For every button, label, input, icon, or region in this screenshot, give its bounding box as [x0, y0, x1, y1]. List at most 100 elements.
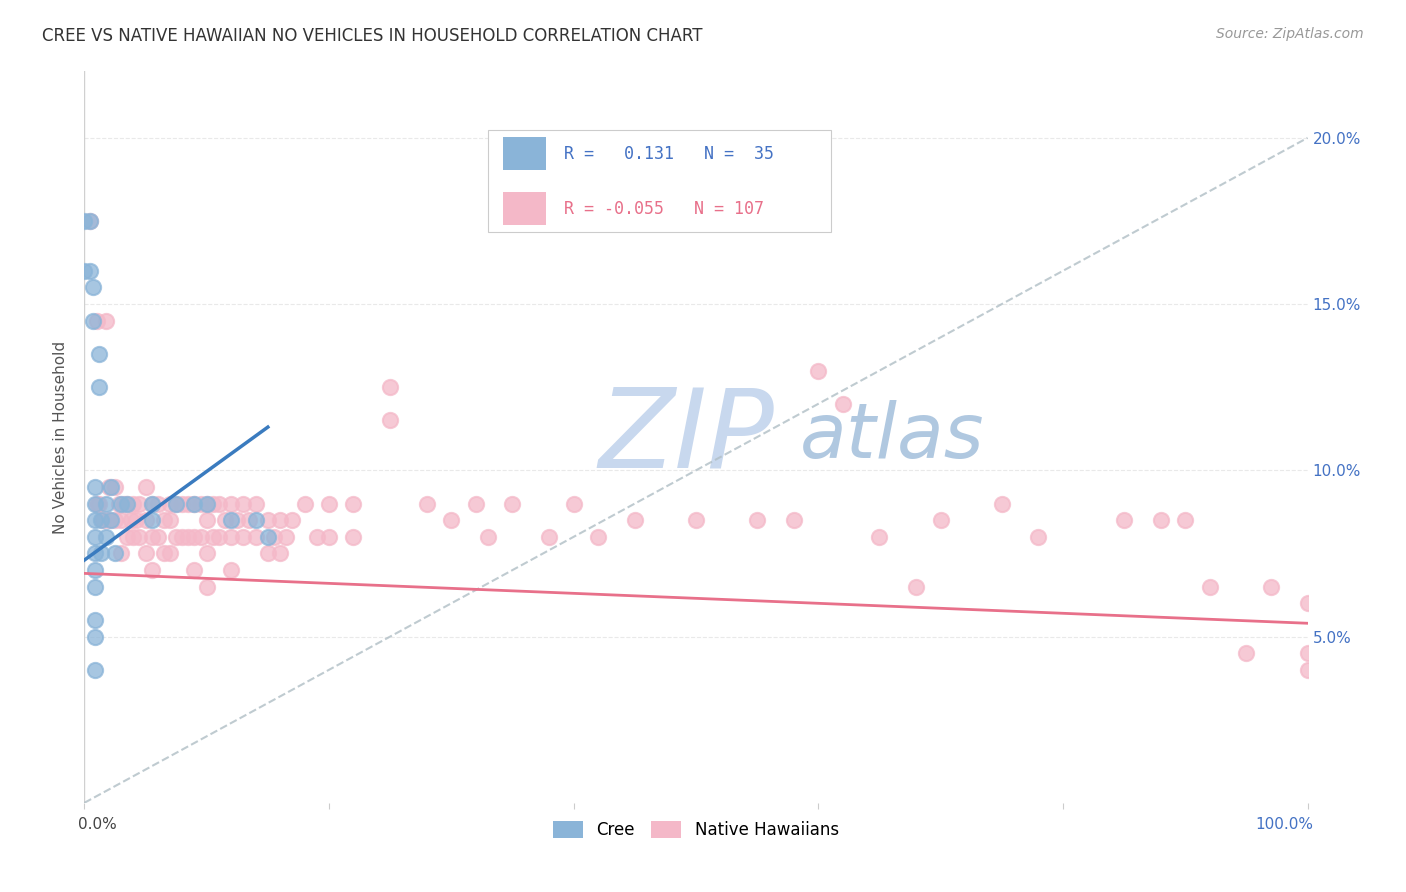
- Point: [84, 613, 107, 627]
- Point: [135, 546, 157, 560]
- Point: [183, 563, 205, 577]
- Point: [84, 580, 107, 594]
- Point: [90, 513, 112, 527]
- Point: [141, 497, 163, 511]
- Point: [125, 513, 148, 527]
- Point: [269, 513, 291, 527]
- Text: R = -0.055   N = 107: R = -0.055 N = 107: [564, 200, 763, 218]
- Point: [1296, 646, 1319, 660]
- Point: [538, 530, 561, 544]
- Point: [783, 513, 806, 527]
- Point: [1174, 513, 1197, 527]
- Point: [128, 497, 150, 511]
- Point: [1150, 513, 1173, 527]
- Point: [159, 546, 181, 560]
- Point: [190, 530, 212, 544]
- Point: [91, 513, 114, 527]
- Point: [219, 513, 242, 527]
- Point: [318, 497, 340, 511]
- Point: [232, 497, 254, 511]
- Point: [263, 530, 285, 544]
- Point: [195, 580, 218, 594]
- Point: [73, 214, 96, 228]
- Point: [79, 214, 101, 228]
- Point: [245, 513, 267, 527]
- Point: [86, 497, 108, 511]
- Point: [100, 513, 122, 527]
- Point: [305, 530, 328, 544]
- Point: [104, 513, 127, 527]
- Point: [685, 513, 707, 527]
- Point: [183, 530, 205, 544]
- Point: [245, 530, 267, 544]
- Point: [281, 513, 304, 527]
- Point: [1198, 580, 1220, 594]
- Point: [257, 530, 280, 544]
- Point: [165, 530, 187, 544]
- Point: [84, 530, 107, 544]
- Point: [195, 513, 218, 527]
- Point: [183, 497, 205, 511]
- Point: [1236, 646, 1258, 660]
- Point: [195, 497, 218, 511]
- Point: [1028, 530, 1050, 544]
- Point: [257, 546, 280, 560]
- Point: [269, 546, 291, 560]
- Point: [97, 480, 120, 494]
- Point: [146, 530, 169, 544]
- Y-axis label: No Vehicles in Household: No Vehicles in Household: [53, 341, 69, 533]
- Point: [73, 264, 96, 278]
- Point: [110, 546, 132, 560]
- Point: [115, 497, 138, 511]
- Point: [219, 563, 242, 577]
- Point: [177, 497, 200, 511]
- Point: [79, 264, 101, 278]
- Point: [146, 497, 169, 511]
- Point: [96, 497, 118, 511]
- Point: [747, 513, 769, 527]
- Point: [586, 530, 609, 544]
- Point: [208, 497, 231, 511]
- Point: [502, 497, 524, 511]
- Point: [624, 513, 647, 527]
- Point: [84, 663, 107, 677]
- Point: [165, 497, 187, 511]
- Point: [238, 513, 260, 527]
- Point: [172, 530, 194, 544]
- Point: [380, 380, 402, 394]
- Point: [477, 530, 499, 544]
- Point: [120, 513, 142, 527]
- Point: [84, 563, 107, 577]
- Point: [104, 546, 127, 560]
- Point: [141, 563, 163, 577]
- Point: [84, 513, 107, 527]
- Point: [831, 397, 853, 411]
- Point: [991, 497, 1014, 511]
- Point: [245, 497, 267, 511]
- Point: [342, 530, 364, 544]
- Point: [318, 530, 340, 544]
- Point: [141, 513, 163, 527]
- Point: [96, 530, 118, 544]
- Point: [183, 497, 205, 511]
- Point: [440, 513, 463, 527]
- Point: [115, 497, 138, 511]
- Text: Source: ZipAtlas.com: Source: ZipAtlas.com: [1216, 27, 1364, 41]
- Point: [294, 497, 316, 511]
- Point: [172, 497, 194, 511]
- Point: [153, 513, 176, 527]
- Point: [257, 513, 280, 527]
- Point: [90, 546, 112, 560]
- Point: [84, 630, 107, 644]
- Point: [153, 546, 176, 560]
- Point: [122, 497, 145, 511]
- Point: [100, 480, 122, 494]
- Point: [195, 546, 218, 560]
- Point: [177, 530, 200, 544]
- Point: [190, 497, 212, 511]
- FancyBboxPatch shape: [488, 130, 831, 232]
- Text: CREE VS NATIVE HAWAIIAN NO VEHICLES IN HOUSEHOLD CORRELATION CHART: CREE VS NATIVE HAWAIIAN NO VEHICLES IN H…: [42, 27, 703, 45]
- Point: [135, 513, 157, 527]
- Point: [208, 530, 231, 544]
- Point: [276, 530, 298, 544]
